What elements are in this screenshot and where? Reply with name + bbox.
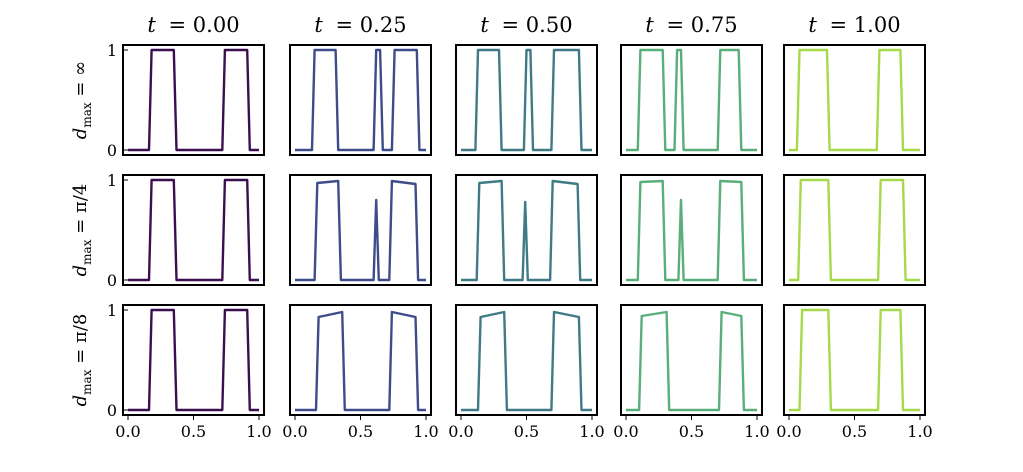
panel-r2-c0: 0 1 0.0 0.5 1.0 — [107, 301, 272, 441]
row-label-text: dmax = π/4 — [70, 184, 94, 277]
series-line — [626, 48, 757, 152]
row-label-text: dmax = ∞ — [70, 61, 94, 139]
row-label-1: dmax = π/4 — [70, 184, 94, 277]
panel-r1-c0: 01 — [107, 171, 265, 290]
panel-frame — [455, 174, 598, 286]
x-tick-label: 0.0 — [613, 422, 638, 441]
row-label-var: d — [70, 128, 91, 140]
x-tick-label: 1.0 — [579, 422, 604, 441]
x-tick-label: 1.0 — [413, 422, 438, 441]
panel-r2-c1: 0.0 0.5 1.0 — [282, 304, 439, 441]
row-label-0: dmax = ∞ — [70, 61, 94, 139]
column-title-1: t = 0.25 — [314, 13, 406, 37]
column-title-var: t — [808, 13, 817, 37]
column-title-value: = 1.00 — [823, 13, 901, 37]
y-tick-label: 1 — [107, 301, 117, 320]
row-label-sub: max — [80, 102, 94, 128]
column-title-var: t — [645, 13, 654, 37]
column-title-var: t — [147, 13, 156, 37]
series-line — [626, 310, 757, 412]
y-tick-label: 1 — [107, 171, 117, 190]
panel-r1-c2 — [455, 174, 598, 286]
column-title-value: = 0.25 — [329, 13, 407, 37]
series-line — [789, 48, 920, 152]
panel-frame — [620, 174, 763, 286]
series-line — [295, 179, 426, 282]
panel-frame — [122, 304, 265, 416]
series-line — [461, 310, 592, 412]
panel-r1-c3 — [620, 174, 763, 286]
series-line — [128, 308, 259, 412]
column-title-value: = 0.00 — [162, 13, 240, 37]
column-title-4: t = 1.00 — [808, 13, 900, 37]
series-line — [461, 48, 592, 152]
row-label-var: d — [70, 395, 91, 407]
row-label-text: dmax = π/8 — [70, 314, 94, 407]
row-label-sub: max — [80, 369, 94, 395]
panel-frame — [783, 44, 926, 156]
row-label-value: = π/8 — [70, 314, 91, 370]
column-titles: t = 0.00 t = 0.25 t = 0.50 t = 0.75 t = 1.00 — [147, 13, 900, 37]
panel-r1-c4 — [783, 174, 926, 286]
x-tick-label: 1.0 — [907, 422, 932, 441]
column-title-2: t = 0.50 — [480, 13, 572, 37]
series-line — [626, 179, 757, 282]
row-label-value: = π/4 — [70, 184, 91, 240]
series-line — [128, 48, 259, 152]
panel-frame — [783, 174, 926, 286]
x-tick-label: 0.0 — [776, 422, 801, 441]
panel-frame — [620, 44, 763, 156]
panel-r2-c2: 0.0 0.5 1.0 — [448, 304, 605, 441]
panel-frame — [455, 44, 598, 156]
column-title-value: = 0.50 — [495, 13, 573, 37]
panel-frame — [289, 44, 432, 156]
x-tick-label: 0.0 — [115, 422, 140, 441]
series-line — [789, 308, 920, 412]
x-tick-label: 1.0 — [246, 422, 271, 441]
y-tick-label: 0 — [107, 401, 117, 420]
column-title-3: t = 0.75 — [645, 13, 737, 37]
panel-r0-c1 — [289, 44, 432, 156]
y-tick-label: 1 — [107, 41, 117, 60]
x-tick-label: 0.5 — [679, 422, 704, 441]
x-tick-label: 0.5 — [181, 422, 206, 441]
series-line — [295, 310, 426, 412]
panel-frame — [122, 174, 265, 286]
panel-r2-c4: 0.0 0.5 1.0 — [776, 304, 933, 441]
series-line — [295, 48, 426, 152]
row-label-sub: max — [80, 239, 94, 265]
panel-r0-c2 — [455, 44, 598, 156]
row-label-2: dmax = π/8 — [70, 314, 94, 407]
x-tick-label: 0.0 — [282, 422, 307, 441]
x-tick-label: 0.0 — [448, 422, 473, 441]
column-title-0: t = 0.00 — [147, 13, 239, 37]
row-label-var: d — [70, 265, 91, 277]
column-title-var: t — [314, 13, 323, 37]
series-line — [128, 178, 259, 282]
column-title-var: t — [480, 13, 489, 37]
panel-r2-c3: 0.0 0.5 1.0 — [613, 304, 770, 441]
series-line — [789, 178, 920, 282]
x-tick-label: 0.5 — [348, 422, 373, 441]
panel-frame — [122, 44, 265, 156]
panel-r0-c3 — [620, 44, 763, 156]
panel-r0-c4 — [783, 44, 926, 156]
y-tick-label: 0 — [107, 141, 117, 160]
column-title-value: = 0.75 — [660, 13, 738, 37]
x-tick-label: 1.0 — [744, 422, 769, 441]
series-line — [461, 179, 592, 282]
x-tick-label: 0.5 — [842, 422, 867, 441]
panel-frame — [289, 174, 432, 286]
panel-r1-c1 — [289, 174, 432, 286]
y-tick-label: 0 — [107, 271, 117, 290]
panel-frame — [289, 304, 432, 416]
x-tick-label: 0.5 — [514, 422, 539, 441]
panel-r0-c0: 01 — [107, 41, 265, 160]
row-label-value: = ∞ — [70, 61, 91, 103]
